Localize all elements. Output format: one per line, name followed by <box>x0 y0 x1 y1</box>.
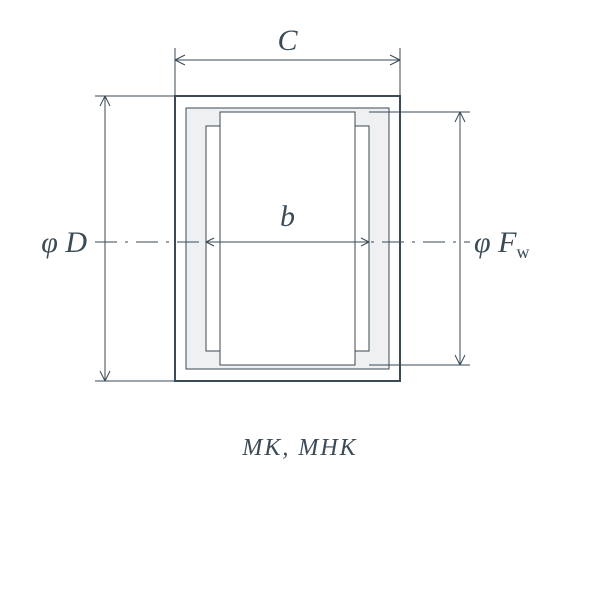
svg-text:φ D: φ D <box>41 226 87 259</box>
svg-text:φ Fw: φ Fw <box>474 226 529 262</box>
svg-text:b: b <box>280 200 295 233</box>
technical-drawing: Cb φ D φ Fw <box>0 0 600 600</box>
series-caption: MK, MHK <box>0 435 600 462</box>
diagram-canvas: Cb φ D φ Fw MK, MHK <box>0 0 600 600</box>
svg-text:C: C <box>277 24 298 57</box>
